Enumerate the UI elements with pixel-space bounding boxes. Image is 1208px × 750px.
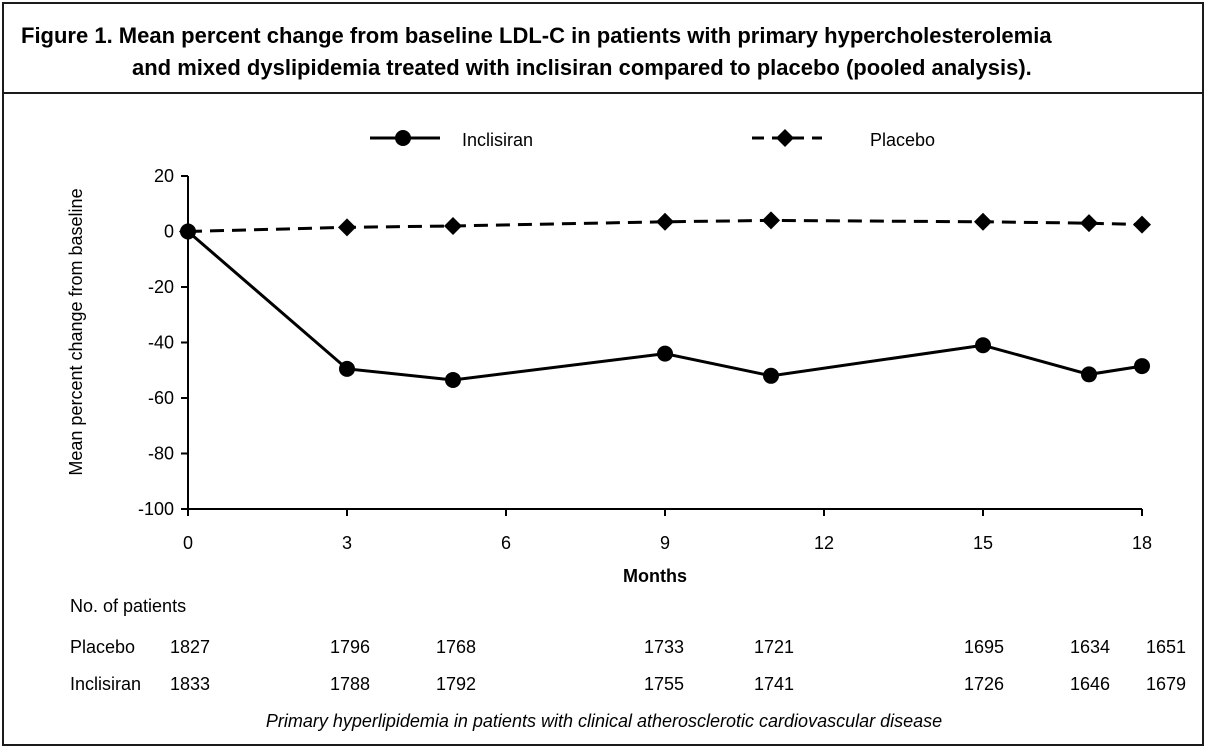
legend-marker-placebo — [776, 129, 794, 147]
patients-row-label: Inclisiran — [70, 674, 141, 694]
y-tick-label: -100 — [138, 499, 174, 519]
y-tick-label: -60 — [148, 388, 174, 408]
patients-count: 1792 — [436, 674, 476, 694]
patients-row-label: Placebo — [70, 637, 135, 657]
patients-count: 1833 — [170, 674, 210, 694]
data-point-inclisiran — [763, 367, 779, 384]
footnote: Primary hyperlipidemia in patients with … — [265, 711, 943, 731]
data-point-placebo — [1133, 215, 1151, 234]
legend-marker-inclisiran — [395, 130, 411, 146]
y-tick-label: -20 — [148, 277, 174, 297]
legend-label-placebo: Placebo — [870, 130, 935, 150]
patients-count: 1755 — [644, 674, 684, 694]
data-point-placebo — [1080, 214, 1098, 233]
data-point-inclisiran — [975, 337, 991, 354]
patients-count: 1768 — [436, 637, 476, 657]
patients-count: 1651 — [1146, 637, 1186, 657]
figure-title-line-1: Figure 1. Mean percent change from basel… — [21, 23, 1052, 48]
patients-table-header: No. of patients — [70, 596, 186, 616]
patients-count: 1788 — [330, 674, 370, 694]
x-tick-label: 18 — [1132, 533, 1152, 553]
y-tick-label: -40 — [148, 333, 174, 353]
data-point-inclisiran — [339, 360, 355, 377]
data-point-placebo — [444, 216, 462, 235]
y-tick-label: 20 — [154, 166, 174, 186]
patients-count: 1695 — [964, 637, 1004, 657]
patients-count: 1796 — [330, 637, 370, 657]
patients-count: 1741 — [754, 674, 794, 694]
data-point-inclisiran — [445, 371, 461, 388]
data-point-placebo — [179, 222, 197, 241]
x-tick-label: 3 — [342, 533, 352, 553]
data-point-placebo — [338, 218, 356, 237]
y-tick-label: 0 — [164, 222, 174, 242]
patients-count: 1726 — [964, 674, 1004, 694]
patients-count: 1827 — [170, 637, 210, 657]
data-point-placebo — [762, 211, 780, 230]
title-band — [2, 2, 1204, 94]
data-point-inclisiran — [657, 345, 673, 362]
figure-title-line-2: and mixed dyslipidemia treated with incl… — [132, 55, 1032, 80]
patients-count: 1646 — [1070, 674, 1110, 694]
data-point-inclisiran — [1081, 366, 1097, 383]
patients-count: 1634 — [1070, 637, 1110, 657]
data-point-inclisiran — [1134, 358, 1150, 375]
patients-count: 1721 — [754, 637, 794, 657]
legend-label-inclisiran: Inclisiran — [462, 130, 533, 150]
x-tick-label: 6 — [501, 533, 511, 553]
x-tick-label: 0 — [183, 533, 193, 553]
series-line-inclisiran — [187, 230, 1143, 382]
y-tick-label: -80 — [148, 444, 174, 464]
y-axis-title: Mean percent change from baseline — [66, 188, 86, 475]
series-line-placebo — [187, 218, 1143, 233]
x-tick-label: 12 — [814, 533, 834, 553]
x-tick-label: 15 — [973, 533, 993, 553]
figure-title: Figure 1. Mean percent change from basel… — [21, 20, 1201, 84]
data-point-placebo — [974, 212, 992, 231]
x-axis-title: Months — [623, 566, 687, 586]
data-point-placebo — [656, 212, 674, 231]
patients-count: 1733 — [644, 637, 684, 657]
patients-count: 1679 — [1146, 674, 1186, 694]
x-tick-label: 9 — [660, 533, 670, 553]
